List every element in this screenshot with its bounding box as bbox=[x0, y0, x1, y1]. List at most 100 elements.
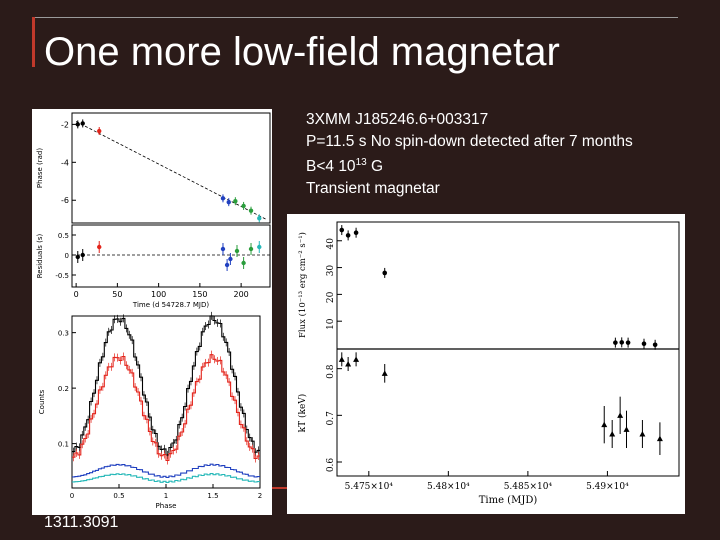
y-tick-label: 40 bbox=[326, 238, 336, 250]
phase-point bbox=[220, 196, 226, 201]
x-tick-label: 5.48×10⁴ bbox=[427, 482, 470, 492]
x-tick-label: 5.485×10⁴ bbox=[504, 482, 553, 492]
y-tick-label: 0.2 bbox=[58, 385, 69, 393]
phase-axis-label: Phase (rad) bbox=[36, 148, 44, 188]
flux-point bbox=[345, 233, 351, 238]
residual-point bbox=[241, 260, 246, 266]
field-unit: G bbox=[366, 158, 384, 176]
pulse-profile-panel: 0 0.5 1 1.5 2 0.3 0.2 0.1 Counts Phase bbox=[32, 310, 272, 515]
kt-point bbox=[345, 361, 352, 367]
y-tick-label: 10 bbox=[326, 318, 336, 330]
x-tick-label: 5.475×10⁴ bbox=[345, 482, 394, 492]
phase-point bbox=[257, 216, 262, 221]
residual-point bbox=[257, 244, 262, 250]
flux-point bbox=[619, 340, 625, 345]
timing-panel: 0 50 100 150 200 -2 -4 -6 0.5 0 -0.5 Phase (rad) Res… bbox=[32, 109, 272, 310]
accent-line bbox=[270, 487, 300, 489]
residual-point bbox=[224, 262, 230, 268]
x-tick-label: 150 bbox=[192, 290, 207, 299]
residual-axes-frame bbox=[71, 224, 271, 288]
y-tick-label: 0.1 bbox=[58, 441, 69, 449]
residual-point bbox=[220, 246, 226, 252]
field-text: B<4 1013 G bbox=[306, 152, 633, 178]
kt-point bbox=[381, 370, 388, 376]
phase-axes-frame bbox=[71, 112, 271, 224]
kt-axis-label: kT (keV) bbox=[297, 394, 308, 433]
y-tick-label: 20 bbox=[326, 291, 336, 303]
title-frame-top bbox=[32, 17, 678, 18]
x-tick-label: 100 bbox=[151, 290, 166, 299]
phase-point bbox=[75, 122, 80, 127]
kt-point bbox=[601, 421, 608, 428]
kt-point bbox=[623, 426, 630, 432]
phase-point bbox=[248, 208, 254, 213]
x-tick-label: 0.5 bbox=[113, 492, 124, 500]
arxiv-reference: 1311.3091 bbox=[44, 514, 119, 531]
profile-series-2 bbox=[72, 463, 260, 478]
residual-point bbox=[75, 254, 80, 260]
phase-axis-label: Phase bbox=[156, 502, 177, 510]
y-tick-label: 30 bbox=[326, 265, 336, 277]
mjd-axis-label: Time (MJD) bbox=[479, 495, 538, 506]
flux-point bbox=[641, 341, 647, 347]
y-tick-label: -0.5 bbox=[55, 272, 69, 280]
residual-point bbox=[248, 246, 254, 252]
time-axis-label: Time (d 54728.7 MJD) bbox=[132, 301, 209, 309]
residual-point bbox=[234, 248, 240, 254]
flux-point bbox=[339, 227, 345, 233]
x-tick-label: 50 bbox=[112, 290, 122, 299]
pulse-axes-frame bbox=[71, 315, 261, 489]
title-frame-accent bbox=[32, 17, 35, 67]
phase-point bbox=[241, 203, 246, 209]
flux-point bbox=[382, 270, 388, 276]
period-text: P=11.5 s No spin-down detected after 7 m… bbox=[306, 132, 633, 150]
field-value: B<4 10 bbox=[306, 158, 356, 176]
kt-point bbox=[338, 356, 345, 362]
residual-point bbox=[228, 256, 233, 262]
flux-kt-panel: 5.475×10⁴ 5.48×10⁴ 5.485×10⁴ 5.49×10⁴ 40 30 20… bbox=[287, 214, 685, 514]
x-tick-label: 0 bbox=[70, 492, 74, 500]
profile-series-0 bbox=[72, 315, 260, 456]
flux-point bbox=[625, 340, 631, 345]
y-tick-label: -6 bbox=[61, 196, 69, 205]
y-tick-label: 0.3 bbox=[58, 330, 69, 338]
phase-point bbox=[233, 198, 238, 204]
residual-axis-label: Residuals (s) bbox=[36, 233, 44, 278]
residual-point bbox=[97, 244, 102, 250]
phase-point bbox=[226, 199, 231, 205]
kt-point bbox=[609, 431, 616, 437]
y-tick-label: 0.8 bbox=[326, 364, 336, 379]
y-tick-label: -4 bbox=[61, 158, 69, 167]
info-text: 3XMM J185246.6+003317 P=11.5 s No spin-d… bbox=[306, 109, 633, 199]
kt-point bbox=[656, 435, 663, 442]
kt-point bbox=[353, 356, 360, 362]
y-tick-label: 0.6 bbox=[326, 458, 336, 473]
x-tick-label: 1 bbox=[164, 492, 168, 500]
phase-trend-line bbox=[75, 121, 267, 220]
classification-text: Transient magnetar bbox=[306, 179, 440, 197]
kt-point bbox=[617, 412, 624, 418]
kt-point bbox=[639, 431, 646, 437]
y-tick-label: 0 bbox=[65, 252, 69, 260]
phase-point bbox=[80, 121, 85, 126]
x-tick-label: 200 bbox=[233, 290, 248, 299]
flux-point bbox=[652, 342, 658, 348]
flux-kt-chart: 5.475×10⁴ 5.48×10⁴ 5.485×10⁴ 5.49×10⁴ 40 30 20… bbox=[297, 221, 680, 506]
x-tick-label: 2 bbox=[258, 492, 262, 500]
residual-point bbox=[80, 252, 85, 258]
flux-point bbox=[613, 340, 618, 345]
y-tick-label: 0.7 bbox=[326, 411, 336, 426]
phase-point bbox=[97, 128, 102, 134]
source-name: 3XMM J185246.6+003317 bbox=[306, 111, 489, 128]
profile-series-1 bbox=[72, 354, 260, 462]
profile-series-3 bbox=[72, 473, 260, 483]
y-tick-label: -2 bbox=[61, 120, 69, 129]
x-tick-label: 5.49×10⁴ bbox=[586, 482, 629, 492]
y-tick-label: 0.5 bbox=[58, 232, 69, 240]
x-tick-label: 1.5 bbox=[207, 492, 218, 500]
flux-point bbox=[353, 230, 359, 236]
counts-axis-label: Counts bbox=[38, 389, 46, 414]
timing-chart: 0 50 100 150 200 -2 -4 -6 0.5 0 -0.5 Phase (rad) Res… bbox=[36, 112, 271, 309]
field-exponent: 13 bbox=[355, 157, 367, 168]
flux-axis-label: Flux (10⁻¹³ erg cm⁻² s⁻¹) bbox=[297, 232, 308, 338]
